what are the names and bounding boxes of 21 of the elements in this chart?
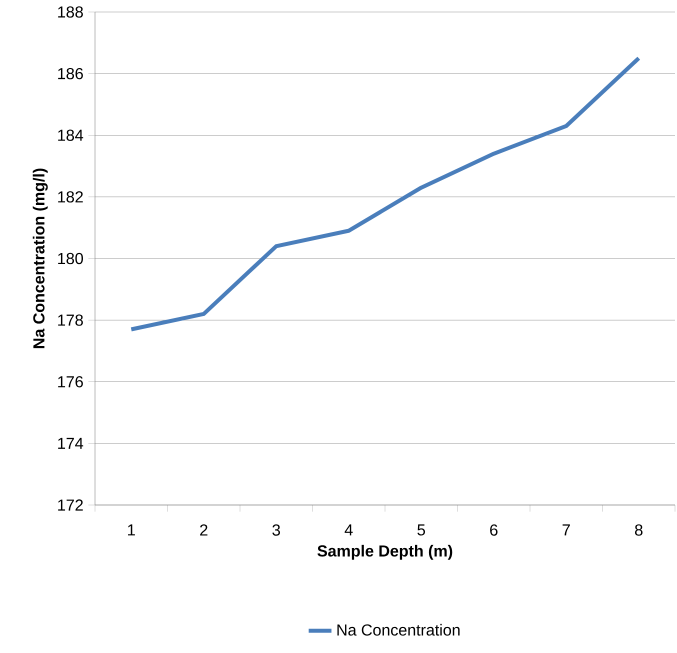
y-tick-label: 180 — [58, 252, 83, 264]
y-tick-label: 184 — [58, 130, 84, 141]
x-tick-label: 2 — [200, 524, 208, 536]
y-tick-label: 176 — [58, 376, 83, 388]
x-tick-label: 6 — [490, 524, 498, 536]
x-tick-label: 3 — [272, 524, 280, 536]
y-tick-label: 178 — [58, 314, 83, 326]
legend-label: Na Concentration — [337, 624, 460, 636]
x-tick-label: 5 — [417, 524, 426, 536]
x-axis-title: Sample Depth (m) — [317, 544, 452, 560]
x-tick-label: 1 — [128, 524, 135, 536]
y-axis-title: Na Concentration (mg/l) — [32, 168, 48, 348]
x-tick-label: 8 — [634, 524, 643, 536]
x-tick-label: 4 — [344, 524, 353, 536]
y-tick-label: 188 — [58, 6, 83, 18]
x-tick-label: 7 — [562, 524, 570, 536]
y-tick-label: 174 — [58, 438, 84, 449]
y-tick-label: 182 — [58, 191, 83, 203]
y-tick-label: 172 — [58, 499, 83, 511]
line-series — [129, 56, 641, 332]
y-tick-label: 186 — [58, 68, 83, 80]
